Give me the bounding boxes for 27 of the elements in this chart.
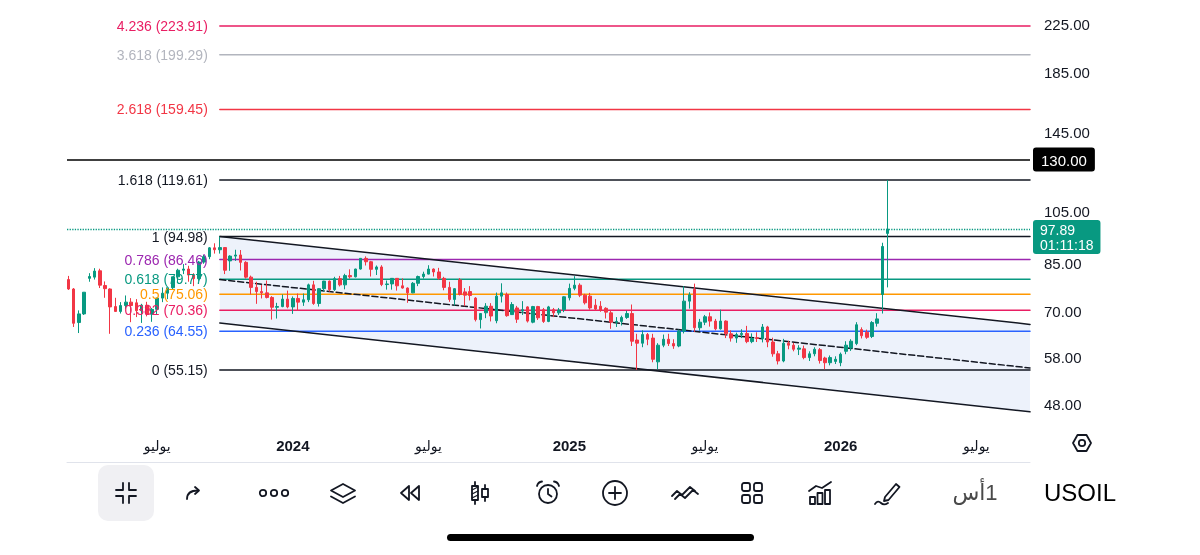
series-label: 1 (94.98) <box>151 228 208 245</box>
x-tick-label: 2024 <box>276 437 311 454</box>
text: 01:11:18 <box>1040 236 1094 253</box>
y-tick-label: 70.00 <box>1044 302 1082 320</box>
y-tick-label: 225.00 <box>1044 16 1090 34</box>
series-label: 2.618 (159.45) <box>116 101 208 118</box>
x-tick-label: يوليو <box>961 438 990 455</box>
y-tick-label: 185.00 <box>1044 64 1090 82</box>
text: 1أس <box>951 477 999 507</box>
series-label: 0 (55.15) <box>151 361 208 378</box>
series-label: 4.236 (223.91) <box>116 18 208 35</box>
x-tick-label: 2026 <box>823 437 858 454</box>
y-tick-label: 145.00 <box>1044 124 1090 142</box>
x-tick-label: يوليو <box>142 438 171 455</box>
series-label: 1.618 (119.61) <box>117 171 208 188</box>
y-tick-label: 85.00 <box>1044 255 1082 273</box>
x-tick-label: يوليو <box>414 438 443 455</box>
ref-line-label: 97.89 <box>1040 221 1076 238</box>
y-tick-label: 58.00 <box>1044 349 1082 367</box>
x-tick-label: 2025 <box>552 437 587 454</box>
text: USOIL <box>1043 478 1117 508</box>
ref-line-label: 130.00 <box>1041 151 1087 169</box>
y-tick-label: 48.00 <box>1044 395 1082 413</box>
series-label: 0.236 (64.55) <box>124 323 208 340</box>
x-tick-label: يوليو <box>690 438 719 455</box>
y-tick-label: 105.00 <box>1044 203 1090 221</box>
series-label: 3.618 (199.29) <box>116 46 208 63</box>
